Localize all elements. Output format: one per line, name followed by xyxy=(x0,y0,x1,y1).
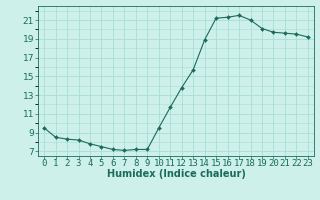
X-axis label: Humidex (Indice chaleur): Humidex (Indice chaleur) xyxy=(107,169,245,179)
